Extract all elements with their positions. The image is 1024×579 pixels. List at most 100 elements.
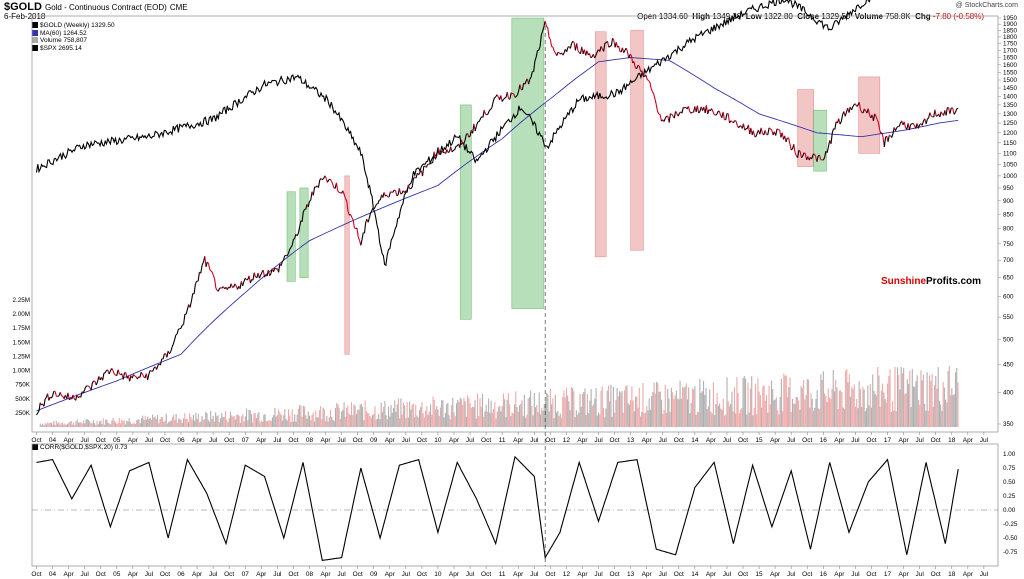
gold-segment — [365, 218, 368, 223]
gold-segment — [561, 52, 564, 56]
volume-bar — [714, 415, 716, 427]
gold-segment — [768, 127, 771, 130]
volume-bar — [304, 406, 306, 427]
gold-segment — [113, 373, 116, 376]
volume-bar — [443, 417, 445, 427]
gold-segment — [677, 112, 680, 117]
gold-segment — [898, 123, 901, 127]
volume-bar — [220, 418, 222, 427]
gold-segment — [729, 120, 732, 124]
gold-segment — [853, 103, 856, 105]
volume-bar — [956, 367, 958, 427]
volume-bar — [656, 381, 658, 427]
gold-segment — [125, 372, 128, 379]
volume-bar — [249, 410, 251, 427]
x-tick-label-top: Oct — [931, 437, 941, 444]
volume-bar — [287, 409, 290, 427]
volume-bar — [819, 409, 821, 427]
gold-segment — [775, 128, 778, 136]
legend-gold-text: $GOLD (Weekly) 1329.50 — [40, 22, 115, 29]
volume-bar — [385, 415, 387, 427]
gold-segment — [842, 111, 845, 116]
volume-bar — [637, 407, 639, 427]
gold-segment — [515, 94, 518, 97]
volume-bar — [945, 399, 947, 427]
volume-bar — [122, 421, 124, 427]
volume-bar — [305, 415, 307, 427]
volume-bar — [428, 411, 430, 427]
volume-bar — [308, 415, 311, 427]
volume-bar — [777, 410, 779, 427]
gold-segment — [286, 253, 289, 257]
volume-bar — [244, 416, 246, 427]
gold-segment — [495, 94, 498, 98]
volume-bar — [142, 415, 144, 427]
corr-tick-label: -0.75 — [1003, 549, 1018, 556]
volume-bar — [86, 418, 88, 427]
volume-bar — [54, 424, 56, 427]
x-tick-label-top: Apr — [963, 437, 974, 444]
volume-bar — [348, 413, 350, 427]
x-tick-label-top: 05 — [113, 437, 121, 444]
volume-bar — [575, 410, 577, 427]
volume-bar — [598, 412, 600, 427]
gold-segment — [209, 268, 212, 272]
volume-bar — [686, 399, 689, 427]
volume-bar — [355, 414, 358, 427]
gold-segment — [789, 143, 792, 151]
volume-bar — [772, 389, 774, 427]
x-tick-label-bottom: Oct — [738, 571, 748, 578]
gold-segment — [641, 70, 644, 75]
volume-bar — [383, 407, 385, 427]
gold-segment — [248, 275, 251, 284]
volume-bar — [942, 381, 944, 427]
gold-segment — [763, 130, 766, 136]
x-tick-label-top: Oct — [545, 437, 555, 444]
gold-segment — [341, 190, 344, 194]
gold-segment — [71, 394, 74, 400]
gold-segment — [197, 271, 200, 282]
gold-segment — [247, 275, 250, 280]
legend-volume-text: Volume 758,807 — [40, 37, 87, 44]
gold-segment — [424, 165, 427, 168]
volume-bar — [342, 409, 344, 427]
volume-bar — [491, 412, 493, 427]
volume-bar — [161, 416, 164, 427]
volume-bar — [810, 393, 812, 427]
gold-segment — [421, 166, 425, 177]
volume-bar — [98, 421, 101, 427]
gold-segment — [547, 27, 550, 38]
x-tick-label-top: Apr — [256, 437, 267, 444]
volume-bar — [570, 386, 572, 427]
volume-bar — [500, 411, 502, 427]
gold-segment — [100, 377, 104, 381]
volume-bar — [723, 415, 726, 427]
volume-bar — [76, 419, 78, 427]
x-tick-label-bottom: 14 — [691, 571, 699, 578]
volume-bar — [615, 400, 617, 427]
volume-bar — [112, 417, 114, 427]
gold-segment — [752, 130, 756, 137]
high-label: High — [692, 12, 711, 21]
volume-bar — [877, 366, 879, 427]
volume-bar — [211, 418, 213, 427]
gold-segment — [41, 403, 44, 406]
x-tick-label-bottom: 04 — [49, 571, 57, 578]
gold-segment — [311, 191, 314, 196]
corr-tick-label: -0.50 — [1003, 535, 1018, 542]
volume-bar — [646, 405, 648, 427]
price-tick-label: 1300 — [1003, 111, 1018, 118]
price-tick-label: 1600 — [1003, 62, 1018, 69]
volume-bar — [616, 387, 618, 427]
volume-bar — [286, 420, 288, 427]
volume-bar — [909, 370, 911, 427]
volume-bar — [910, 407, 912, 427]
volume-bar — [806, 379, 808, 427]
gold-segment — [829, 140, 832, 145]
volume-bar — [495, 418, 497, 427]
gold-segment — [680, 111, 683, 114]
x-tick-label-top: 18 — [948, 437, 956, 444]
volume-bar — [96, 420, 98, 427]
gold-segment — [929, 112, 932, 117]
gold-segment — [504, 96, 507, 99]
